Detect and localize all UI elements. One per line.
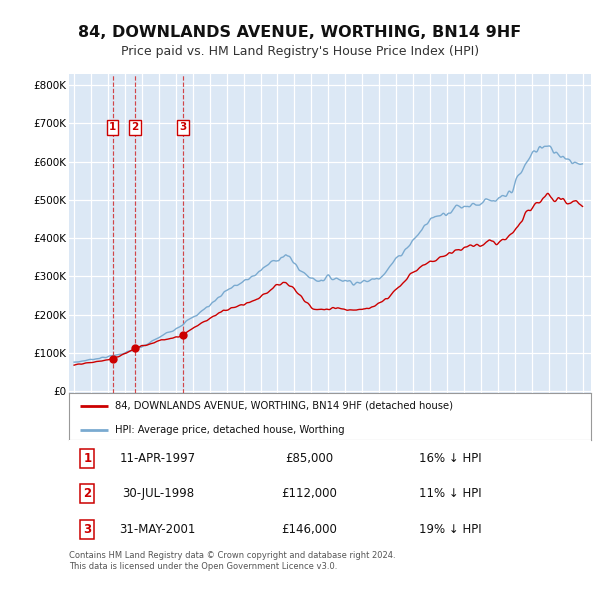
Text: Contains HM Land Registry data © Crown copyright and database right 2024.
This d: Contains HM Land Registry data © Crown c… xyxy=(69,551,395,571)
Text: 1: 1 xyxy=(109,122,116,132)
Text: £146,000: £146,000 xyxy=(281,523,337,536)
Text: 31-MAY-2001: 31-MAY-2001 xyxy=(119,523,196,536)
Text: HPI: Average price, detached house, Worthing: HPI: Average price, detached house, Wort… xyxy=(115,425,344,435)
Text: 11% ↓ HPI: 11% ↓ HPI xyxy=(419,487,481,500)
Text: 19% ↓ HPI: 19% ↓ HPI xyxy=(419,523,481,536)
Text: Price paid vs. HM Land Registry's House Price Index (HPI): Price paid vs. HM Land Registry's House … xyxy=(121,45,479,58)
Text: 11-APR-1997: 11-APR-1997 xyxy=(119,452,196,465)
Text: 3: 3 xyxy=(179,122,187,132)
Text: 30-JUL-1998: 30-JUL-1998 xyxy=(122,487,194,500)
Text: 2: 2 xyxy=(83,487,91,500)
Text: £85,000: £85,000 xyxy=(285,452,333,465)
Text: 84, DOWNLANDS AVENUE, WORTHING, BN14 9HF: 84, DOWNLANDS AVENUE, WORTHING, BN14 9HF xyxy=(79,25,521,40)
Text: 1: 1 xyxy=(83,452,91,465)
Text: 16% ↓ HPI: 16% ↓ HPI xyxy=(419,452,481,465)
Text: £112,000: £112,000 xyxy=(281,487,337,500)
Text: 84, DOWNLANDS AVENUE, WORTHING, BN14 9HF (detached house): 84, DOWNLANDS AVENUE, WORTHING, BN14 9HF… xyxy=(115,401,453,411)
Text: 3: 3 xyxy=(83,523,91,536)
Text: 2: 2 xyxy=(131,122,139,132)
